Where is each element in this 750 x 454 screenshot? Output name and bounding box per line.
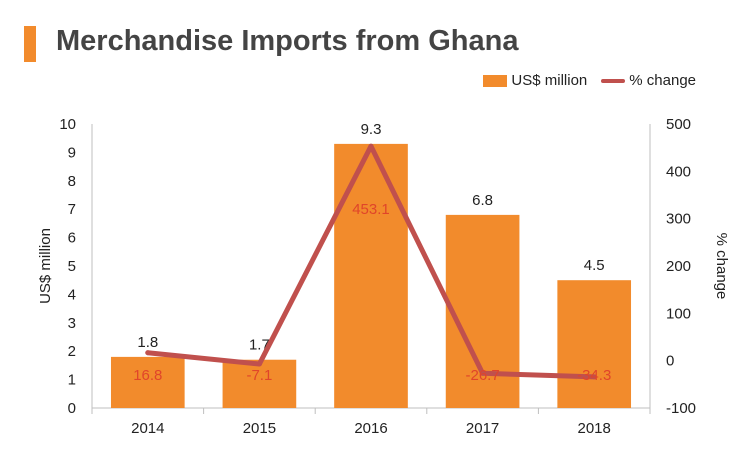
legend-swatch-bars <box>483 74 508 87</box>
y2-axis-title: % change <box>713 233 730 300</box>
y2-tick-label: 500 <box>666 116 691 133</box>
bar <box>557 280 632 408</box>
line-value-label: -26.7 <box>465 367 499 384</box>
legend-label-bars: US$ million <box>511 72 588 89</box>
x-tick-label: 2018 <box>578 420 611 437</box>
y-axis-title: US$ million <box>37 228 54 304</box>
legend-label-line: % change <box>629 72 696 89</box>
y-tick-label: 1 <box>68 372 76 389</box>
y-tick-label: 6 <box>68 230 76 247</box>
line-value-label: -34.3 <box>577 367 611 384</box>
y2-tick-label: 0 <box>666 353 674 370</box>
y-tick-label: 5 <box>68 258 76 275</box>
line-value-label: 453.1 <box>352 201 390 218</box>
bar-value-label: 6.8 <box>472 192 493 209</box>
y2-tick-label: -100 <box>666 400 696 417</box>
bar-value-label: 9.3 <box>361 121 382 138</box>
x-tick-label: 2016 <box>354 420 387 437</box>
y2-tick-label: 400 <box>666 163 691 180</box>
bar-value-label: 1.8 <box>137 334 158 351</box>
y-tick-label: 0 <box>68 400 76 417</box>
line-point <box>591 374 597 380</box>
legend-item-line: % change <box>601 72 696 89</box>
line-value-label: -7.1 <box>246 367 272 384</box>
legend: US$ million % change <box>469 72 696 89</box>
y-tick-label: 2 <box>68 343 76 360</box>
x-tick-label: 2014 <box>131 420 164 437</box>
legend-swatch-line <box>601 78 626 83</box>
bar <box>222 359 297 408</box>
y-tick-label: 4 <box>68 286 76 303</box>
y-tick-label: 8 <box>68 173 76 190</box>
legend-item-bars: US$ million <box>483 72 587 89</box>
line-point <box>145 350 151 356</box>
title-accent-bar <box>24 26 36 62</box>
line-point <box>480 370 486 376</box>
y-tick-label: 3 <box>68 315 76 332</box>
y2-tick-label: 300 <box>666 211 691 228</box>
x-tick-label: 2017 <box>466 420 499 437</box>
y-tick-label: 9 <box>68 144 76 161</box>
line-point <box>256 361 262 367</box>
chart-title: Merchandise Imports from Ghana <box>56 25 519 57</box>
bar <box>110 356 185 408</box>
y2-tick-label: 200 <box>666 258 691 275</box>
bar-value-label: 4.5 <box>584 257 605 274</box>
x-tick-label: 2015 <box>243 420 276 437</box>
y-tick-label: 10 <box>59 116 76 133</box>
line-value-label: 16.8 <box>133 367 162 384</box>
bar <box>334 143 408 408</box>
y-tick-label: 7 <box>68 201 76 218</box>
line-point <box>368 143 374 149</box>
y2-tick-label: 100 <box>666 305 691 322</box>
